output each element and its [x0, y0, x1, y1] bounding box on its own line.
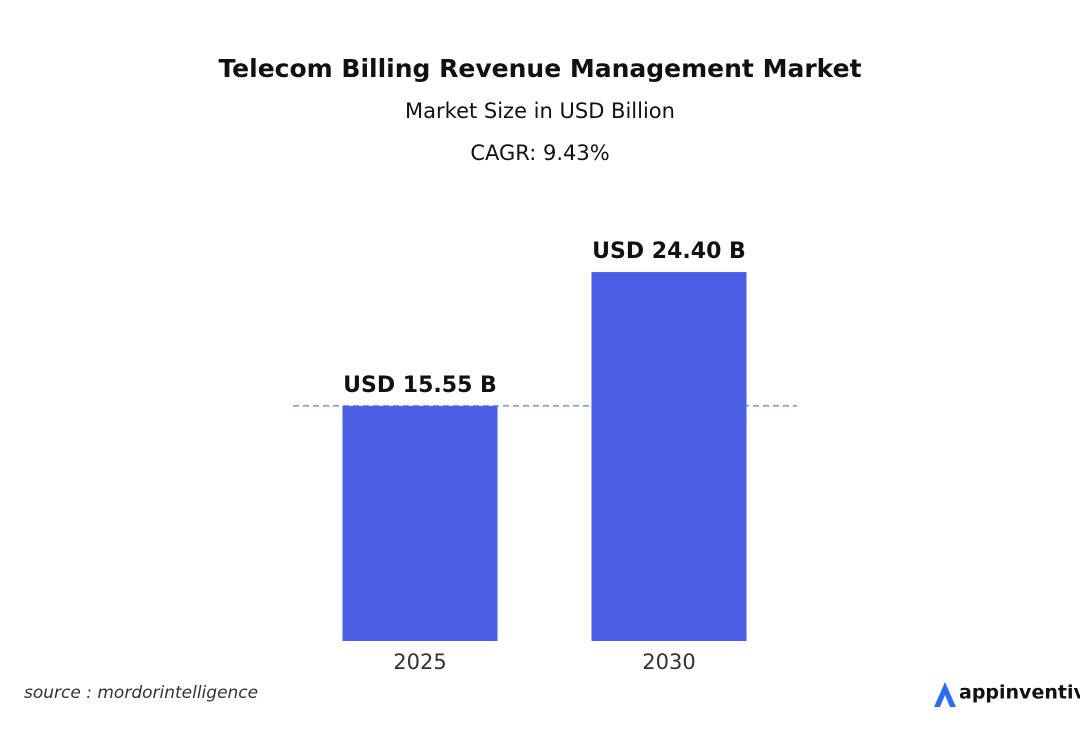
brand-icon — [934, 682, 956, 707]
value-label: USD 24.40 B — [592, 239, 746, 264]
bar — [591, 272, 747, 641]
chart-title: Telecom Billing Revenue Management Marke… — [218, 54, 861, 83]
value-label: USD 15.55 B — [343, 373, 497, 398]
cagr-annotation: CAGR: 9.43% — [470, 141, 609, 165]
chart-subtitle: Market Size in USD Billion — [405, 99, 675, 123]
x-tick-label: 2030 — [642, 650, 695, 674]
x-tick-label: 2025 — [393, 650, 446, 674]
bar — [342, 405, 498, 641]
brand-name: appinventiv — [959, 682, 1080, 704]
source-note: source : mordorintelligence — [24, 683, 258, 703]
